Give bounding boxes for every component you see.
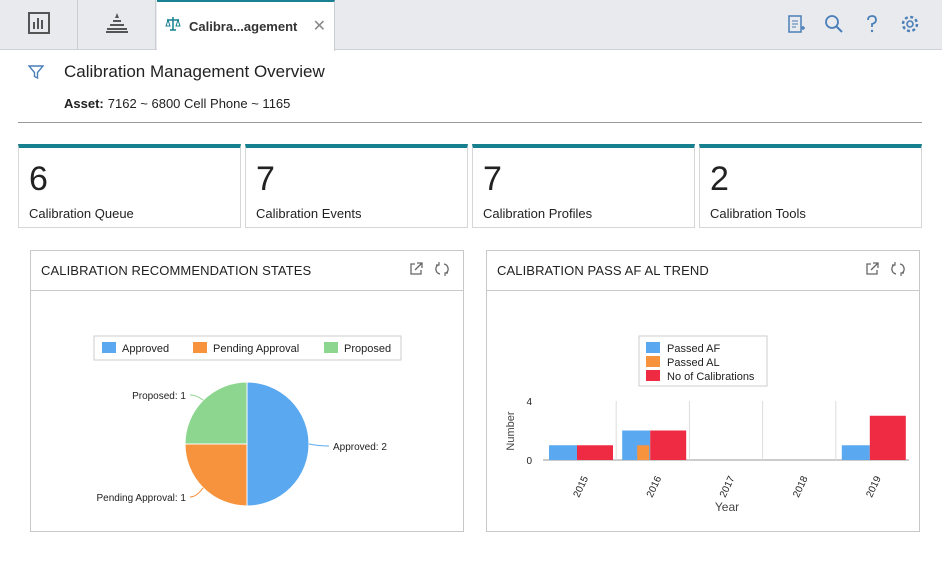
- pie-data-label: Approved: 2: [333, 442, 387, 453]
- card-title: CALIBRATION PASS AF AL TREND: [497, 263, 709, 278]
- legend-swatch: [646, 342, 660, 353]
- pie-chart: Approved Pending Approval Proposed Approved…: [93, 335, 402, 507]
- open-external-icon[interactable]: [865, 262, 879, 281]
- kpi-calibration-profiles[interactable]: 7 Calibration Profiles: [472, 144, 695, 228]
- page-header: Calibration Management Overview Asset: 71…: [18, 58, 922, 123]
- dashboard-icon: [27, 11, 50, 39]
- close-tab-icon[interactable]: ✕: [312, 18, 326, 35]
- active-tab-label: Calibra...agement: [189, 19, 298, 34]
- kpi-label: Calibration Profiles: [483, 206, 593, 221]
- scale-icon: [165, 16, 181, 37]
- legend-label: Pending Approval: [213, 343, 299, 355]
- x-tick-label: 2016: [645, 474, 665, 499]
- leader-line: [308, 443, 330, 447]
- legend-box: [93, 335, 402, 361]
- x-tick-label: 2018: [791, 474, 811, 499]
- legend-swatch: [102, 342, 116, 353]
- hierarchy-icon: [105, 12, 129, 39]
- refresh-icon[interactable]: [891, 262, 905, 281]
- tab-dashboard[interactable]: [0, 0, 78, 50]
- legend-swatch: [193, 342, 207, 353]
- pass-trend-card: CALIBRATION PASS AF AL TREND Passed AF Pa…: [486, 250, 920, 532]
- legend-label: Passed AL: [667, 357, 720, 369]
- legend-swatch: [646, 370, 660, 381]
- pie-slice: [184, 381, 248, 445]
- bar-no-of-calibrations: [577, 445, 613, 460]
- kpi-calibration-queue[interactable]: 6 Calibration Queue: [18, 144, 241, 228]
- legend-label: No of Calibrations: [667, 371, 755, 383]
- x-tick-label: 2017: [718, 474, 738, 499]
- pie-slice: [246, 381, 310, 507]
- bar-passed-af: [549, 445, 577, 460]
- top-tab-bar: Calibra...agement ✕: [0, 0, 942, 51]
- page-title: Calibration Management Overview: [64, 62, 325, 81]
- filter-icon[interactable]: [27, 64, 45, 85]
- leader-line: [189, 394, 204, 401]
- asset-value: 7162 ~ 6800 Cell Phone ~ 1165: [107, 96, 291, 111]
- kpi-value: 7: [256, 160, 275, 198]
- settings-gear-icon[interactable]: [900, 14, 920, 34]
- pie-data-label: Proposed: 1: [132, 391, 186, 402]
- asset-label: Asset:: [64, 96, 104, 111]
- pie-data-label: Pending Approval: 1: [96, 493, 186, 504]
- bar-chart: Passed AF Passed AL No of Calibrations 4 0 Nu…: [505, 335, 909, 514]
- leader-line: [189, 487, 204, 498]
- x-tick-label: 2019: [864, 474, 884, 499]
- x-axis-title: Year: [715, 500, 739, 514]
- kpi-value: 7: [483, 160, 502, 198]
- kpi-calibration-tools[interactable]: 2 Calibration Tools: [699, 144, 922, 228]
- y-axis-title: Number: [505, 411, 517, 450]
- bar-no-of-calibrations: [869, 415, 906, 460]
- kpi-label: Calibration Tools: [710, 206, 806, 221]
- legend-box: [638, 335, 768, 387]
- task-list-icon[interactable]: [786, 14, 806, 34]
- kpi-label: Calibration Events: [256, 206, 362, 221]
- tab-calibration-management[interactable]: Calibra...agement ✕: [157, 0, 335, 51]
- legend-label: Proposed: [344, 343, 391, 355]
- legend-label: Approved: [122, 343, 169, 355]
- open-external-icon[interactable]: [409, 262, 423, 281]
- tab-asset-hierarchy[interactable]: [78, 0, 156, 50]
- search-icon[interactable]: [824, 14, 844, 34]
- x-tick-label: 2015: [572, 474, 592, 499]
- y-tick-label: 4: [526, 397, 532, 408]
- legend-swatch: [324, 342, 338, 353]
- pie-slice: [184, 443, 248, 507]
- asset-info: Asset: 7162 ~ 6800 Cell Phone ~ 1165: [64, 96, 290, 111]
- card-title: CALIBRATION RECOMMENDATION STATES: [41, 263, 312, 278]
- kpi-value: 2: [710, 160, 729, 198]
- bar-passed-af: [841, 445, 870, 460]
- legend-label: Passed AF: [667, 343, 720, 355]
- y-tick-label: 0: [526, 456, 532, 467]
- bar-no-of-calibrations: [650, 430, 687, 460]
- kpi-calibration-events[interactable]: 7 Calibration Events: [245, 144, 468, 228]
- bar-passed-al: [637, 445, 650, 460]
- help-icon[interactable]: [862, 14, 882, 34]
- recommendation-states-card: CALIBRATION RECOMMENDATION STATES Approv…: [30, 250, 464, 532]
- legend-swatch: [646, 356, 660, 367]
- kpi-label: Calibration Queue: [29, 206, 134, 221]
- kpi-value: 6: [29, 160, 48, 198]
- refresh-icon[interactable]: [435, 262, 449, 281]
